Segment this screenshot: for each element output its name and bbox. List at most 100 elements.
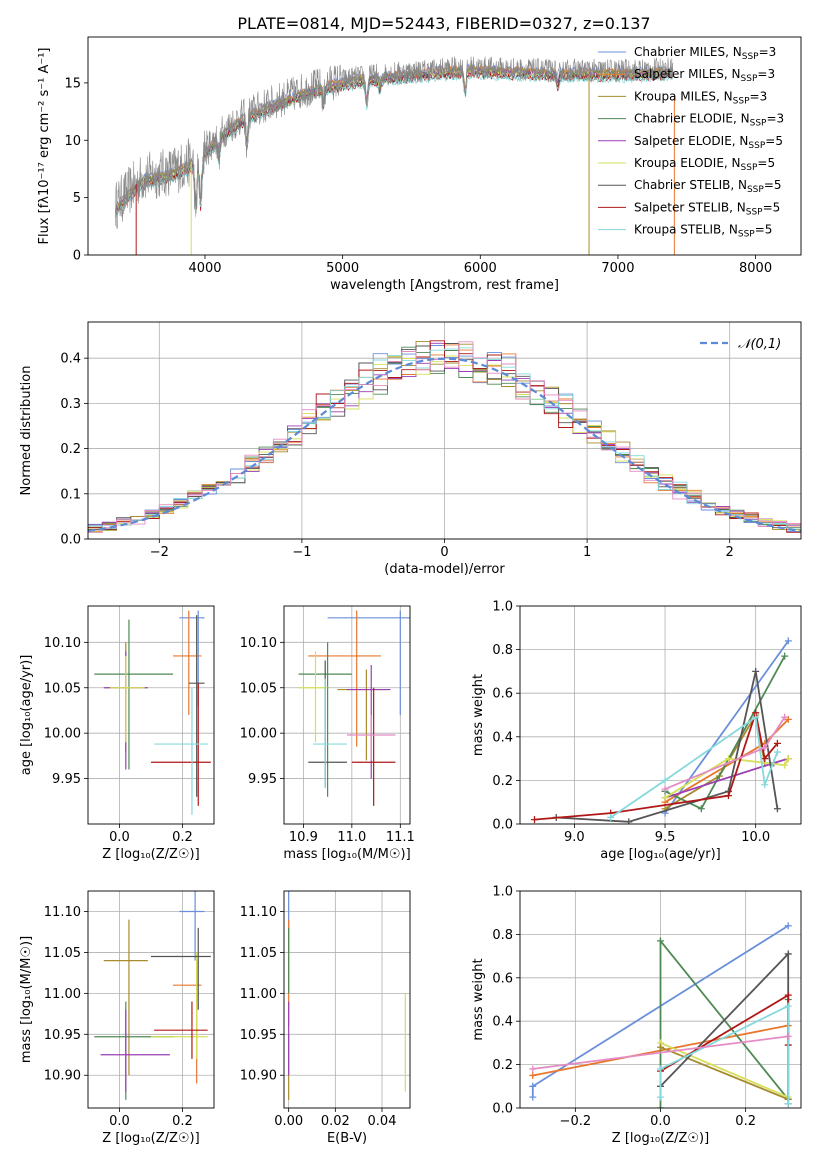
x-axis-label: Z [log₁₀(Z/Z☉)] — [102, 847, 199, 862]
y-axis-label: age [log₁₀(age/yr)] — [19, 655, 34, 776]
x-tick-label: 0.0 — [650, 1114, 671, 1129]
x-axis-label: (data-model)/error — [384, 562, 505, 577]
y-tick-label: 11.05 — [44, 946, 81, 961]
y-tick-label: 0 — [73, 249, 81, 264]
mass-weight-marker — [529, 1065, 537, 1073]
legend-model-name: Kroupa MILES, N — [634, 89, 733, 103]
mass-weight-marker — [724, 755, 732, 763]
error-bar-point — [154, 687, 208, 815]
y-tick-label: 0.0 — [492, 818, 513, 833]
figure-title: PLATE=0814, MJD=52443, FIBERID=0327, z=0… — [237, 14, 650, 33]
error-bar-point — [347, 665, 391, 779]
mass-weight-marker — [752, 713, 760, 721]
legend-entry: Chabrier MILES, NSSP=3 — [634, 45, 776, 62]
mass-weight-marker — [724, 792, 732, 800]
y-tick-label: 0.1 — [60, 487, 81, 502]
y-tick-label: 0.6 — [492, 971, 513, 986]
mass-weight-marker — [784, 922, 792, 930]
x-tick-label: 10.9 — [289, 830, 318, 845]
legend-entry: Kroupa STELIB, NSSP=5 — [634, 223, 772, 240]
x-tick-label: −2 — [150, 545, 169, 560]
legend-nssp-value: =5 — [765, 134, 783, 148]
mass-weight-marker — [529, 1082, 537, 1090]
legend-nssp-value: =3 — [766, 112, 784, 126]
legend-entry: Chabrier STELIB, NSSP=5 — [634, 178, 782, 195]
x-tick-label: 0.2 — [172, 830, 193, 845]
error-bar-point — [103, 919, 148, 1076]
y-tick-label: 0.6 — [492, 687, 513, 702]
mass-weight-marker — [625, 818, 633, 824]
legend-nssp-value: =3 — [759, 45, 777, 59]
x-tick-label: 0 — [440, 545, 448, 560]
plot-area-mass-vs-ebv — [284, 891, 410, 1108]
x-tick-label: −0.2 — [560, 1114, 592, 1129]
data-spectrum-line — [115, 56, 674, 230]
legend-nssp-value: =5 — [764, 178, 782, 192]
panel-age-vs-mass: 10.9 11.0 11.1 9.95 10.00 10.05 10.10 mass [log… — [240, 605, 415, 862]
error-bar-point — [179, 891, 205, 961]
mass-weight-marker — [784, 1032, 792, 1040]
mass-weight-marker — [657, 1065, 664, 1073]
axes-frame — [87, 321, 802, 540]
error-bar-point — [110, 655, 145, 743]
y-tick-label: 0.4 — [60, 352, 81, 367]
y-tick-label: 10.95 — [44, 1028, 81, 1043]
y-axis-label: Flux [fλ10⁻¹⁷ erg cm⁻² s⁻¹ A⁻¹] — [37, 48, 52, 245]
panel-weight-vs-age: 9.0 9.5 10.0 0.0 0.2 0.4 0.6 0.8 1.0 age [log₁₀(a… — [471, 600, 802, 862]
plot-area-residuals — [88, 322, 801, 539]
x-tick-label: 0.2 — [735, 1114, 756, 1129]
y-tick-label: 5 — [73, 191, 81, 206]
panel-age-vs-Z: 0.0 0.2 9.95 10.00 10.05 10.10 Z [log₁₀(Z/Z☉)]… — [19, 605, 215, 862]
legend-subscript: SSP — [733, 96, 750, 106]
y-tick-label: 0.4 — [492, 730, 513, 745]
x-tick-label: 7000 — [601, 261, 634, 276]
legend-nssp-value: =3 — [757, 67, 775, 81]
legend-model-name: Kroupa ELODIE, N — [634, 156, 741, 170]
legend-nssp-value: =5 — [757, 156, 775, 170]
x-tick-label: 4000 — [188, 261, 221, 276]
model-spectrum-line — [115, 71, 674, 218]
mass-weight-marker — [781, 761, 789, 769]
mass-weight-marker — [661, 794, 669, 802]
error-bar-point — [151, 952, 208, 1059]
mass-weight-marker — [784, 637, 792, 645]
mass-weight-marker — [781, 652, 789, 660]
mass-weight-marker — [781, 713, 789, 721]
mass-weight-marker — [657, 1093, 664, 1101]
mass-weight-marker — [784, 950, 792, 958]
y-tick-label: 0.3 — [60, 397, 81, 412]
panel-residuals: −2 −1 0 1 2 0.0 0.1 0.2 0.3 0.4 (data-model)/error… — [19, 321, 802, 577]
legend-model-name: Salpeter ELODIE, N — [634, 134, 748, 148]
mass-weight-series-line — [532, 1035, 789, 1070]
x-tick-label: 0.2 — [172, 1114, 193, 1129]
axes-frame — [87, 890, 215, 1109]
axes-frame — [283, 890, 411, 1109]
legend-subscript: SSP — [748, 141, 765, 151]
y-axis-label: mass weight — [471, 958, 486, 1040]
y-tick-label: 0.2 — [60, 442, 81, 457]
mass-weight-marker — [784, 1100, 792, 1108]
x-tick-label: 6000 — [464, 261, 497, 276]
y-tick-label: 1.0 — [492, 600, 513, 615]
mass-weight-marker — [531, 816, 539, 824]
mass-weight-marker — [657, 1104, 664, 1108]
y-tick-label: 1.0 — [492, 885, 513, 900]
legend-subscript: SSP — [750, 119, 767, 129]
mass-weight-marker — [752, 667, 760, 675]
y-axis-label: Normed distribution — [19, 366, 34, 496]
plot-area-weight-vs-Z — [520, 891, 801, 1108]
y-tick-label: 10.00 — [240, 727, 277, 742]
plot-area-mass-vs-Z — [88, 891, 214, 1108]
x-tick-label: 8000 — [739, 261, 772, 276]
legend-nssp-value: =3 — [750, 89, 768, 103]
panel-weight-vs-Z: −0.2 0.0 0.2 0.0 0.2 0.4 0.6 0.8 1.0 Z [log₁₀(Z/Z… — [471, 885, 802, 1146]
legend-entry: Kroupa MILES, NSSP=3 — [634, 89, 767, 106]
error-bar-point — [100, 1009, 170, 1092]
legend-model-name: Kroupa STELIB, N — [634, 223, 738, 237]
legend-subscript: SSP — [741, 74, 758, 84]
legend-entry: Salpeter STELIB, NSSP=5 — [634, 200, 780, 217]
y-axis-label: mass weight — [471, 674, 486, 756]
error-bar-point — [337, 669, 386, 761]
plot-area-weight-vs-age — [520, 606, 801, 824]
mass-weight-marker — [661, 776, 669, 784]
